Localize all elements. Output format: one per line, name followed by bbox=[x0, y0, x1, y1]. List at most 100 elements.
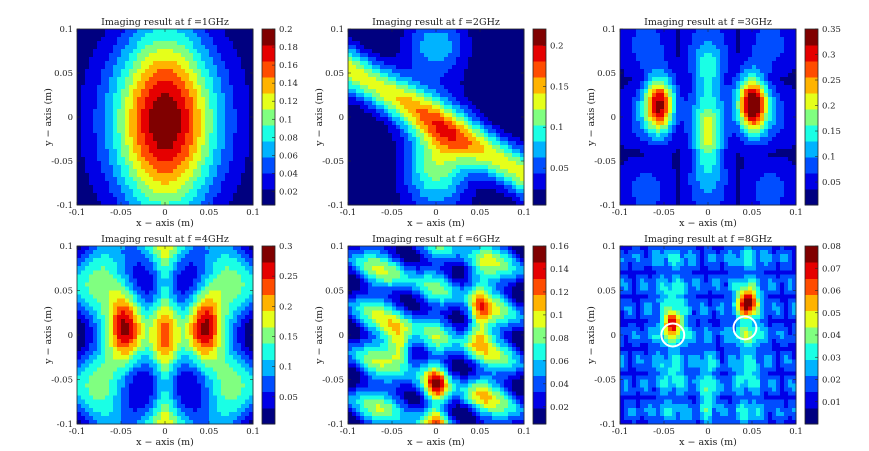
heatmap-cell bbox=[141, 177, 146, 182]
heatmap-cell bbox=[400, 85, 405, 90]
heatmap-cell bbox=[664, 133, 669, 138]
heatmap-cell bbox=[624, 33, 629, 38]
heatmap-cell bbox=[400, 89, 405, 94]
heatmap-cell bbox=[364, 149, 369, 154]
heatmap-cell bbox=[692, 201, 697, 206]
heatmap-cell bbox=[500, 129, 505, 134]
heatmap-cell bbox=[388, 105, 393, 110]
heatmap-cell bbox=[245, 193, 250, 198]
heatmap-cell bbox=[189, 61, 194, 66]
heatmap-cell bbox=[424, 169, 429, 174]
heatmap-cell bbox=[197, 173, 202, 178]
heatmap-cell bbox=[149, 173, 154, 178]
heatmap-cell bbox=[173, 49, 178, 54]
heatmap-cell bbox=[157, 173, 162, 178]
heatmap-cell bbox=[89, 157, 94, 162]
heatmap-cell bbox=[620, 109, 625, 114]
heatmap-cell bbox=[81, 193, 86, 198]
heatmap-cell bbox=[676, 121, 681, 126]
heatmap-cell bbox=[456, 177, 461, 182]
heatmap-cell bbox=[628, 117, 633, 122]
heatmap-cell bbox=[225, 49, 230, 54]
heatmap-cell bbox=[181, 169, 186, 174]
heatmap-cell bbox=[241, 65, 246, 70]
heatmap-cell bbox=[384, 101, 389, 106]
heatmap-cell bbox=[241, 133, 246, 138]
heatmap-cell bbox=[368, 81, 373, 86]
heatmap-cell bbox=[632, 85, 637, 90]
heatmap-cell bbox=[492, 41, 497, 46]
heatmap-cell bbox=[189, 197, 194, 202]
heatmap-cell bbox=[500, 193, 505, 198]
heatmap-cell bbox=[416, 53, 421, 58]
heatmap-cell bbox=[632, 65, 637, 70]
heatmap-cell bbox=[229, 29, 234, 34]
heatmap-cell bbox=[664, 129, 669, 134]
heatmap-cell bbox=[700, 141, 705, 146]
heatmap-cell bbox=[153, 117, 158, 122]
heatmap-cell bbox=[492, 113, 497, 118]
heatmap-cell bbox=[209, 129, 214, 134]
heatmap-cell bbox=[628, 97, 633, 102]
heatmap-cell bbox=[392, 197, 397, 202]
heatmap-cell bbox=[89, 49, 94, 54]
heatmap-cell bbox=[644, 145, 649, 150]
heatmap-cell bbox=[209, 197, 214, 202]
heatmap-cell bbox=[157, 109, 162, 114]
heatmap-cell bbox=[624, 129, 629, 134]
heatmap-cell bbox=[480, 181, 485, 186]
heatmap-cell bbox=[648, 121, 653, 126]
heatmap-cell bbox=[141, 161, 146, 166]
heatmap-cell bbox=[632, 53, 637, 58]
heatmap-cell bbox=[664, 93, 669, 98]
heatmap-cell bbox=[504, 57, 509, 62]
heatmap-cell bbox=[404, 169, 409, 174]
heatmap-cell bbox=[520, 161, 525, 166]
heatmap-cell bbox=[388, 89, 393, 94]
heatmap-cell bbox=[356, 165, 361, 170]
heatmap-cell bbox=[360, 141, 365, 146]
heatmap-cell bbox=[145, 141, 150, 146]
heatmap-cell bbox=[221, 97, 226, 102]
heatmap-cell bbox=[89, 113, 94, 118]
heatmap-cell bbox=[640, 185, 645, 190]
heatmap-cell bbox=[185, 85, 190, 90]
heatmap-cell bbox=[668, 69, 673, 74]
heatmap-cell bbox=[488, 65, 493, 70]
heatmap-cell bbox=[181, 113, 186, 118]
heatmap-cell bbox=[640, 65, 645, 70]
heatmap-cell bbox=[376, 137, 381, 142]
heatmap-cell bbox=[660, 109, 665, 114]
heatmap-cell bbox=[640, 125, 645, 130]
heatmap-cell bbox=[380, 153, 385, 158]
heatmap-cell bbox=[628, 169, 633, 174]
heatmap-cell bbox=[213, 185, 218, 190]
heatmap-cells bbox=[77, 29, 254, 206]
heatmap-cell bbox=[488, 137, 493, 142]
heatmap-cell bbox=[676, 145, 681, 150]
heatmap-cell bbox=[452, 141, 457, 146]
heatmap-cell bbox=[508, 113, 513, 118]
heatmap-cell bbox=[133, 65, 138, 70]
heatmap-cell bbox=[249, 157, 254, 162]
heatmap-cell bbox=[129, 69, 134, 74]
heatmap-cell bbox=[696, 29, 701, 34]
heatmap-cell bbox=[109, 113, 114, 118]
heatmap-cell bbox=[420, 113, 425, 118]
heatmap-cell bbox=[149, 145, 154, 150]
heatmap-cell bbox=[468, 149, 473, 154]
heatmap-cell bbox=[656, 109, 661, 114]
heatmap-cell bbox=[420, 157, 425, 162]
heatmap-cell bbox=[141, 105, 146, 110]
heatmap-cell bbox=[113, 177, 118, 182]
heatmap-cell bbox=[93, 81, 98, 86]
heatmap-cell bbox=[81, 129, 86, 134]
heatmap-cell bbox=[241, 149, 246, 154]
heatmap-cell bbox=[392, 29, 397, 34]
heatmap-cell bbox=[620, 189, 625, 194]
heatmap-cell bbox=[145, 185, 150, 190]
heatmap-cell bbox=[348, 61, 353, 66]
heatmap-cell bbox=[484, 57, 489, 62]
heatmap-cell bbox=[213, 101, 218, 106]
heatmap-cell bbox=[97, 97, 102, 102]
